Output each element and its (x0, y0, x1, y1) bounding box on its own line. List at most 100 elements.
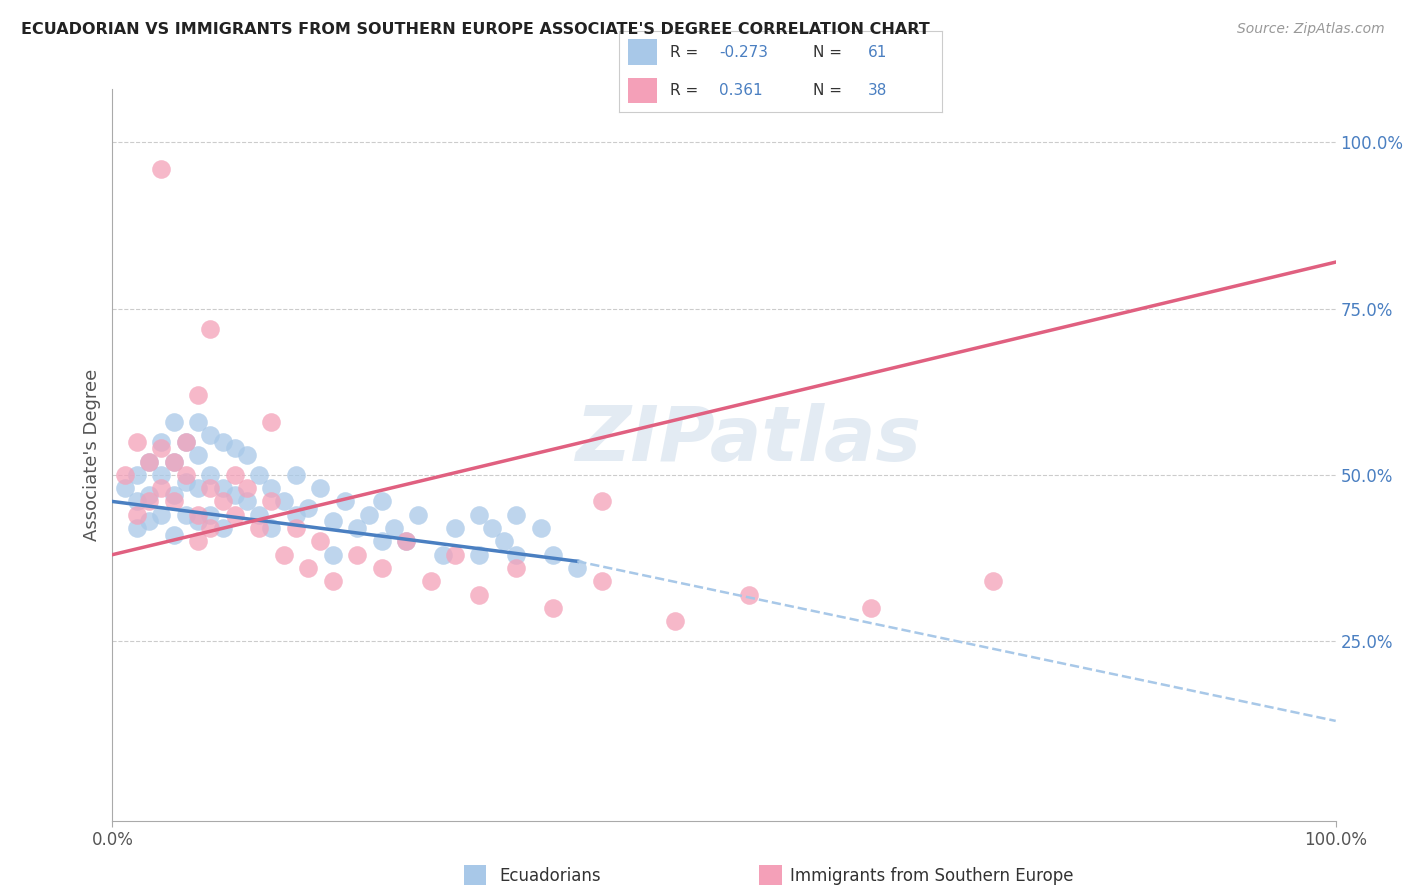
Point (125, 494, 148, 508)
Point (370, 494, 392, 508)
Point (567, 561, 589, 575)
Text: -0.273: -0.273 (718, 45, 768, 60)
Point (395, 534, 418, 549)
Point (150, 434, 173, 449)
Point (591, 494, 613, 508)
Point (150, 508, 173, 522)
Point (200, 521, 222, 535)
Point (187, 388, 209, 402)
Point (163, 494, 186, 508)
Point (174, 434, 197, 449)
Point (236, 448, 259, 462)
Point (260, 481, 283, 495)
Point (174, 434, 197, 449)
Point (591, 574, 613, 589)
Point (224, 488, 246, 502)
Point (200, 508, 222, 522)
Point (150, 481, 173, 495)
Text: Immigrants from Southern Europe: Immigrants from Southern Europe (790, 867, 1074, 885)
Text: N =: N = (813, 45, 846, 60)
Point (187, 508, 209, 522)
Point (187, 415, 209, 429)
Point (187, 448, 209, 462)
Point (150, 442, 173, 456)
Point (187, 515, 209, 529)
Point (444, 521, 467, 535)
Point (541, 548, 564, 562)
Point (211, 521, 233, 535)
Text: 0.361: 0.361 (718, 83, 762, 98)
Point (309, 481, 332, 495)
Point (505, 548, 527, 562)
Point (505, 508, 527, 522)
Point (468, 588, 491, 602)
Point (346, 521, 368, 535)
Point (138, 454, 160, 468)
Point (247, 508, 270, 522)
Point (187, 481, 209, 495)
Point (395, 534, 418, 549)
Point (664, 614, 686, 628)
Text: Source: ZipAtlas.com: Source: ZipAtlas.com (1237, 22, 1385, 37)
FancyBboxPatch shape (628, 39, 658, 65)
Point (174, 467, 197, 482)
Point (163, 415, 186, 429)
Point (737, 588, 759, 602)
Point (125, 508, 148, 522)
Point (981, 574, 1004, 589)
Point (200, 467, 222, 482)
Point (114, 467, 136, 482)
Point (444, 548, 467, 562)
Point (200, 321, 222, 335)
Point (150, 161, 173, 176)
Point (236, 481, 259, 495)
Point (247, 467, 270, 482)
FancyBboxPatch shape (628, 78, 658, 103)
Point (163, 454, 186, 468)
Point (138, 454, 160, 468)
Point (163, 454, 186, 468)
Point (187, 534, 209, 549)
Point (370, 534, 392, 549)
Point (419, 574, 441, 589)
Point (260, 521, 283, 535)
Point (174, 508, 197, 522)
Point (138, 488, 160, 502)
Text: ZIPatlas: ZIPatlas (575, 403, 921, 477)
Point (505, 561, 527, 575)
Point (297, 561, 319, 575)
Text: Ecuadorians: Ecuadorians (499, 867, 600, 885)
Point (346, 548, 368, 562)
Point (150, 467, 173, 482)
Text: 38: 38 (868, 83, 887, 98)
Point (322, 574, 344, 589)
Point (260, 415, 283, 429)
Point (481, 521, 503, 535)
Point (273, 548, 295, 562)
Point (125, 434, 148, 449)
Point (370, 561, 392, 575)
Point (284, 508, 308, 522)
Point (322, 515, 344, 529)
Point (224, 508, 246, 522)
Point (163, 488, 186, 502)
Point (382, 521, 405, 535)
Point (273, 494, 295, 508)
Point (408, 508, 430, 522)
Point (468, 548, 491, 562)
Point (284, 521, 308, 535)
Point (247, 521, 270, 535)
Point (138, 515, 160, 529)
Point (163, 527, 186, 541)
Text: R =: R = (671, 83, 703, 98)
Point (468, 508, 491, 522)
Point (224, 442, 246, 456)
Point (114, 481, 136, 495)
Text: N =: N = (813, 83, 846, 98)
Point (333, 494, 356, 508)
Point (200, 428, 222, 442)
Point (322, 548, 344, 562)
Point (200, 481, 222, 495)
Point (125, 521, 148, 535)
Point (224, 467, 246, 482)
